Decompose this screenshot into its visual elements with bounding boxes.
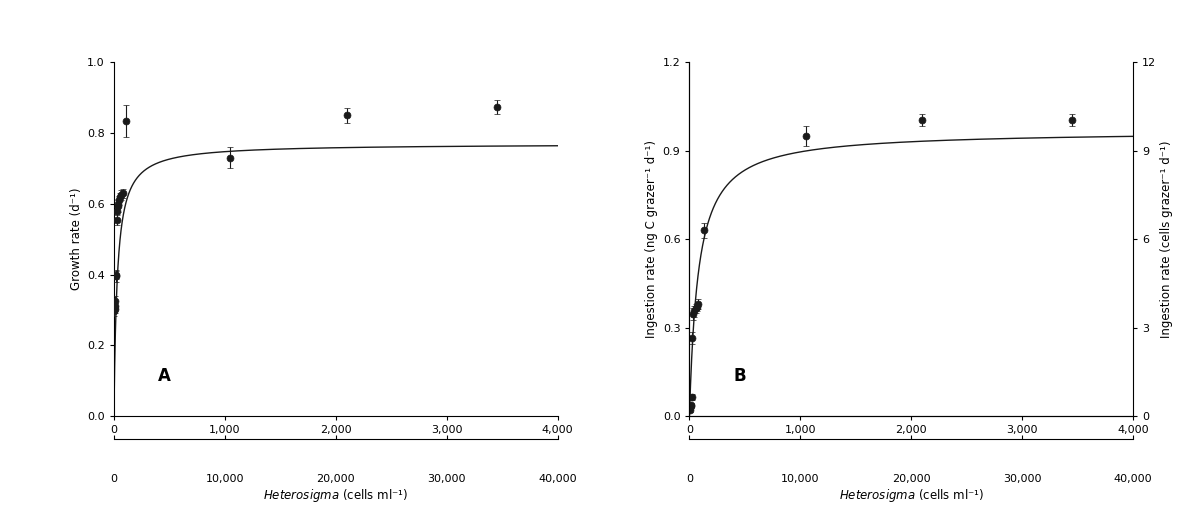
X-axis label: Prey concentration (ng C ml⁻¹): Prey concentration (ng C ml⁻¹) — [820, 440, 1002, 453]
X-axis label: $\it{Heterosigma}$ (cells ml⁻¹): $\it{Heterosigma}$ (cells ml⁻¹) — [839, 487, 983, 504]
X-axis label: Prey concentration (ng C ml⁻¹): Prey concentration (ng C ml⁻¹) — [245, 440, 427, 453]
Y-axis label: Ingestion rate (ng C grazer⁻¹ d⁻¹): Ingestion rate (ng C grazer⁻¹ d⁻¹) — [645, 140, 658, 338]
Y-axis label: Ingestion rate (cells grazer⁻¹ d⁻¹): Ingestion rate (cells grazer⁻¹ d⁻¹) — [1161, 140, 1174, 338]
Text: B: B — [734, 367, 747, 385]
X-axis label: $\it{Heterosigma}$ (cells ml⁻¹): $\it{Heterosigma}$ (cells ml⁻¹) — [264, 487, 408, 504]
Y-axis label: Growth rate (d⁻¹): Growth rate (d⁻¹) — [70, 188, 83, 291]
Text: A: A — [158, 367, 171, 385]
